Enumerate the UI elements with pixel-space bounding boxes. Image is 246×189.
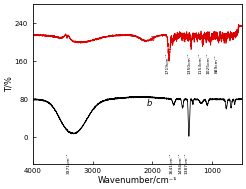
- Text: 889cm⁻¹: 889cm⁻¹: [215, 54, 219, 73]
- X-axis label: Wavenumber/cm⁻¹: Wavenumber/cm⁻¹: [98, 176, 177, 185]
- Text: 1350cm⁻¹: 1350cm⁻¹: [187, 53, 191, 74]
- Text: 1387cm⁻¹: 1387cm⁻¹: [185, 153, 189, 174]
- Text: 1719cm⁻¹: 1719cm⁻¹: [165, 53, 169, 74]
- Text: b: b: [146, 99, 152, 108]
- Text: 1025cm⁻¹: 1025cm⁻¹: [206, 53, 211, 74]
- Y-axis label: T/%: T/%: [4, 76, 13, 92]
- Text: 3371cm⁻¹: 3371cm⁻¹: [66, 153, 70, 174]
- Text: 1641cm⁻¹: 1641cm⁻¹: [170, 153, 174, 174]
- Text: 1494cm⁻¹: 1494cm⁻¹: [179, 153, 183, 174]
- Text: 1153cm⁻¹: 1153cm⁻¹: [199, 53, 203, 74]
- Text: a: a: [149, 34, 154, 43]
